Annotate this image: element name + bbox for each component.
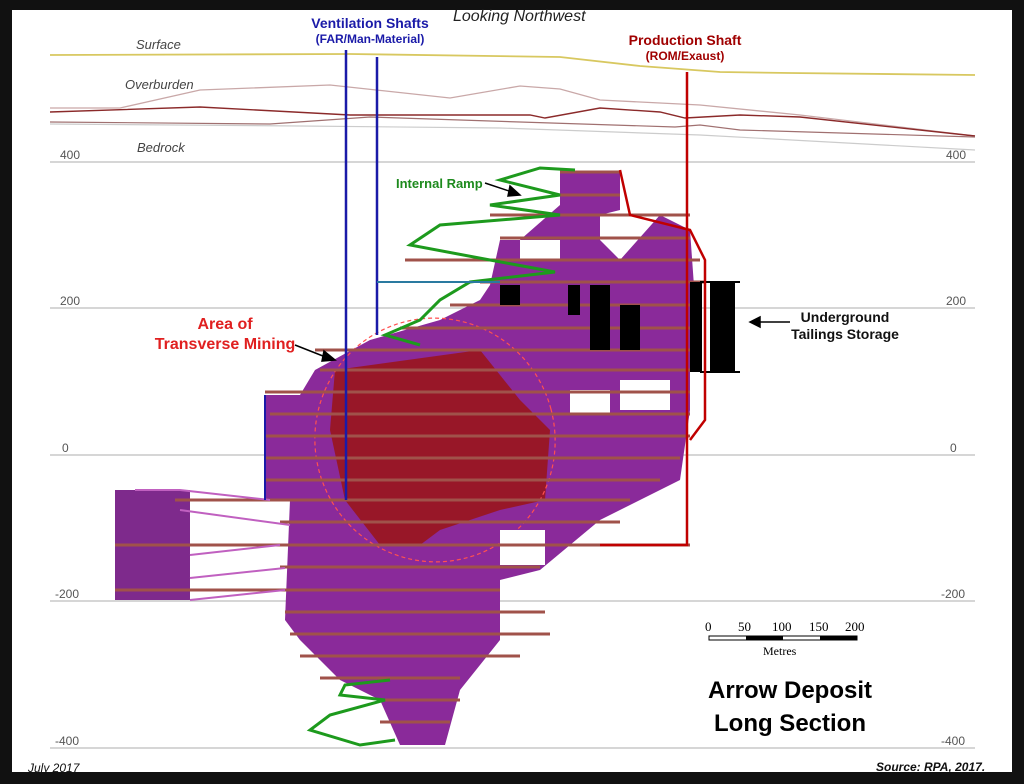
ventilation-shafts-subtitle: (FAR/Man-Material) [315,32,425,46]
elevation-label-right-minus-400: -400 [941,734,966,748]
overburden-label: Overburden [125,77,194,92]
transverse-mining-outline [314,317,556,563]
elevation-label-right-400: 400 [946,148,967,162]
transverse-mining-label-1: Area of [197,316,253,333]
surface-line [49,53,976,76]
scale-tick-50: 50 [738,619,751,634]
overburden-line [50,84,976,137]
production-shaft-subtitle: (ROM/Exaust) [645,49,725,63]
elevation-label-right-200: 200 [946,294,967,308]
scale-tick-150: 150 [809,619,829,634]
satellite-connectors [135,489,291,601]
bedrock-contact-line [49,106,976,137]
internal-ramp-upper [380,166,576,347]
tailings-label-1: Underground [800,309,890,325]
elevation-label-right-minus-200: -200 [941,587,966,601]
elevation-label-left-400: 400 [60,148,81,162]
production-shaft-title: Production Shaft [628,32,742,48]
bedrock-line-2 [49,116,976,138]
scale-unit: Metres [763,644,797,658]
high-grade-zone [330,350,550,545]
bedrock-line-3 [49,123,976,151]
view-direction: Looking Northwest [453,8,586,25]
elevation-label-left-0: 0 [62,441,69,455]
tailings-label-2: Tailings Storage [791,326,899,342]
elevation-label-right-0: 0 [950,441,957,455]
surface-label: Surface [136,37,181,52]
scale-tick-0: 0 [705,619,712,634]
ventilation-shafts-title: Ventilation Shafts [311,15,429,31]
scale-tick-200: 200 [845,619,865,634]
internal-ramp-label: Internal Ramp [396,176,483,191]
elevation-label-left-minus-400: -400 [55,734,80,748]
elevation-label-left-200: 200 [60,294,81,308]
scale-bar [708,635,858,641]
scale-tick-100: 100 [772,619,792,634]
bedrock-label: Bedrock [137,140,185,155]
elevation-label-left-minus-200: -200 [55,587,80,601]
title-line-2: Long Section [714,710,866,737]
internal-ramp-lower [306,678,396,747]
date-label: July 2017 [28,761,80,775]
transverse-mining-label-2: Transverse Mining [154,336,296,353]
tailings-storage [500,282,735,372]
title-line-1: Arrow Deposit [707,677,872,704]
source-label: Source: RPA, 2017. [876,760,986,774]
level-drifts [115,170,705,724]
